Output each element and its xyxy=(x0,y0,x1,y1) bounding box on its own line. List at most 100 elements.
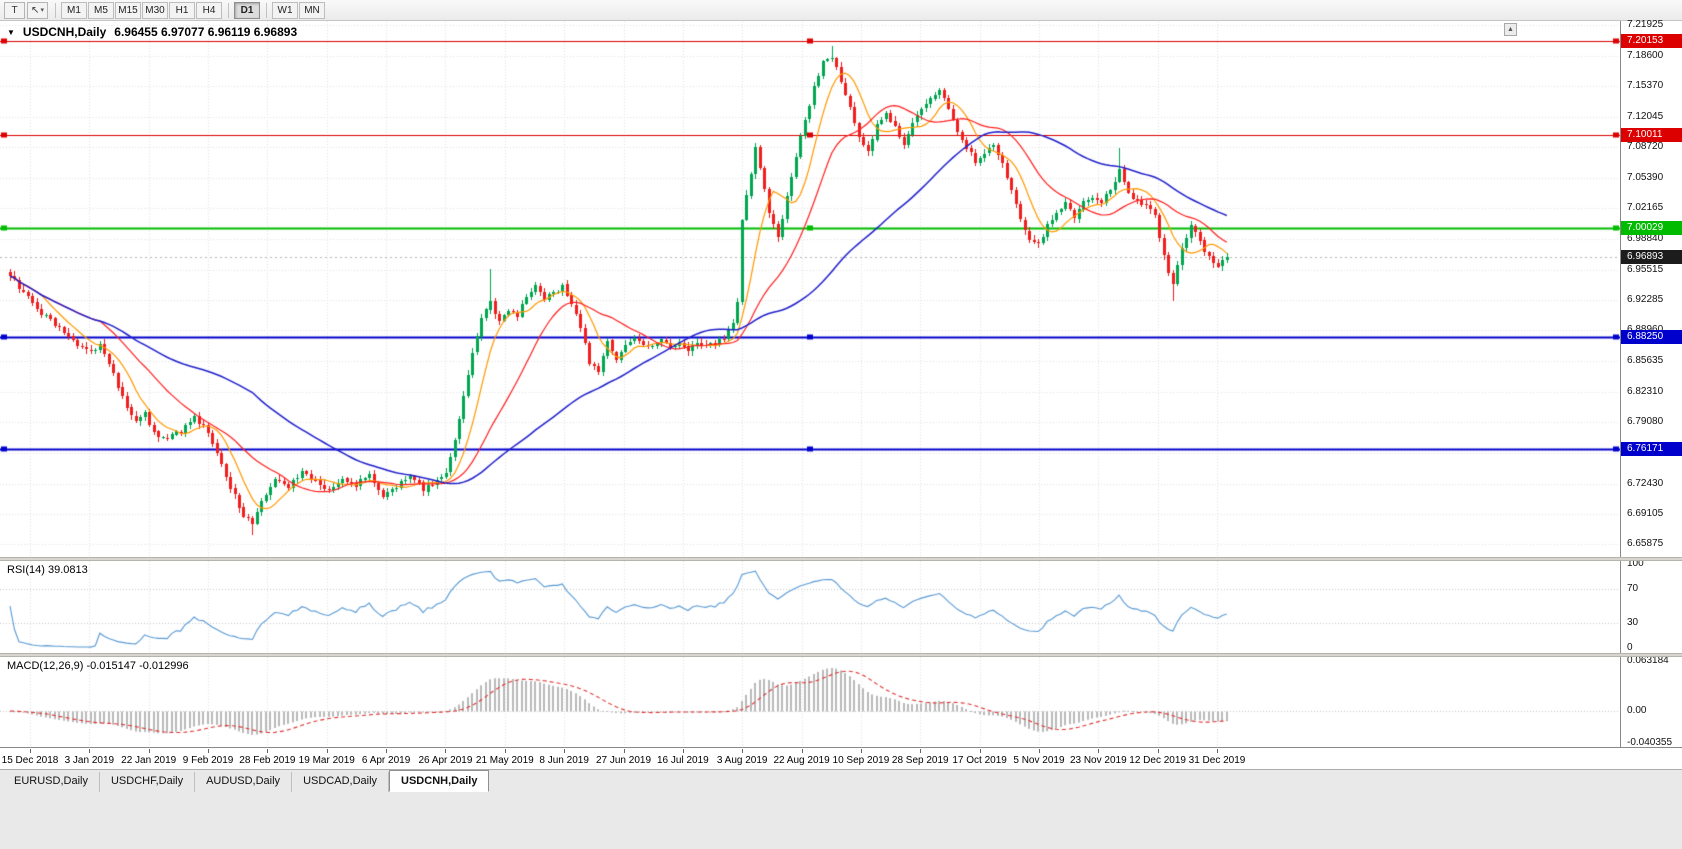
price-axis-label: 6.98840 xyxy=(1627,232,1664,244)
timeframe-button-w1[interactable]: W1 xyxy=(272,1,298,19)
rsi-axis-label: 30 xyxy=(1627,616,1639,628)
top-toolbar: T ↖ ▾ M1 M5 M15 M30 H1 H4 D1 W1 MN xyxy=(0,0,1682,21)
timeframe-button-h4[interactable]: H4 xyxy=(196,1,222,19)
date-axis-label: 22 Aug 2019 xyxy=(773,755,830,766)
date-axis-label: 15 Dec 2018 xyxy=(1,755,59,766)
price-axis-label: 6.92285 xyxy=(1627,293,1664,305)
macd-axis-label: -0.040355 xyxy=(1627,737,1673,748)
date-axis-tick xyxy=(1098,749,1100,753)
date-axis-tick xyxy=(1038,749,1040,753)
price-level-badge: 7.20153 xyxy=(1621,34,1682,49)
price-axis-label: 7.15370 xyxy=(1627,79,1664,91)
timeframe-button-d1[interactable]: D1 xyxy=(234,1,260,19)
chart-tab-eurusd[interactable]: EURUSD,Daily xyxy=(3,772,100,792)
date-axis-label: 28 Feb 2019 xyxy=(239,755,296,766)
date-axis-label: 26 Apr 2019 xyxy=(418,755,473,766)
panel-divider[interactable] xyxy=(0,653,1682,657)
date-axis-label: 16 Jul 2019 xyxy=(656,755,709,766)
rsi-axis-label: 70 xyxy=(1627,583,1639,595)
date-axis-label: 23 Nov 2019 xyxy=(1069,755,1127,766)
chart-ohlc-readout: 6.96455 6.97077 6.96119 6.96893 xyxy=(114,25,298,39)
toolbar-separator xyxy=(266,2,267,18)
macd-axis-label: 0.063184 xyxy=(1627,655,1669,666)
price-axis-label: 7.08720 xyxy=(1627,141,1664,153)
date-axis-tick xyxy=(1157,749,1159,753)
timeframe-button-h1[interactable]: H1 xyxy=(169,1,195,19)
cursor-tool-button[interactable]: ↖ ▾ xyxy=(27,1,48,19)
date-axis-tick xyxy=(801,749,803,753)
date-axis-tick xyxy=(504,749,506,753)
date-axis-tick xyxy=(682,749,684,753)
date-axis-tick xyxy=(920,749,922,753)
date-axis-tick xyxy=(267,749,269,753)
date-axis-tick xyxy=(208,749,210,753)
date-axis-label: 31 Dec 2019 xyxy=(1188,755,1246,766)
chart-tab-usdcnh[interactable]: USDCNH,Daily xyxy=(389,770,490,792)
date-axis-tick xyxy=(89,749,91,753)
price-axis-label: 6.82310 xyxy=(1627,386,1664,397)
timeframe-button-m5[interactable]: M5 xyxy=(88,1,114,19)
toolbar-separator xyxy=(228,2,229,18)
date-axis-tick xyxy=(860,749,862,753)
rsi-label: RSI(14) 39.0813 xyxy=(7,564,88,576)
date-axis-label: 5 Nov 2019 xyxy=(1013,755,1065,766)
chart-symbol-label: USDCNH,Daily xyxy=(22,25,107,39)
date-axis-tick xyxy=(979,749,981,753)
macd-indicator-pane[interactable] xyxy=(0,657,1620,747)
date-axis-tick xyxy=(326,749,328,753)
macd-label: MACD(12,26,9) -0.015147 -0.012996 xyxy=(7,660,189,672)
date-axis-label: 8 Jun 2019 xyxy=(539,755,589,766)
date-axis-label: 27 Jun 2019 xyxy=(595,755,652,766)
timeframe-button-m15[interactable]: M15 xyxy=(115,1,141,19)
date-axis-label: 10 Sep 2019 xyxy=(832,755,890,766)
price-axis-label: 6.85635 xyxy=(1627,355,1664,367)
date-axis-label: 17 Oct 2019 xyxy=(952,755,1007,766)
toolbar-separator xyxy=(55,2,56,18)
templates-button[interactable]: T xyxy=(4,1,25,19)
price-axis-label: 6.69105 xyxy=(1627,508,1664,520)
macd-axis-label: 0.00 xyxy=(1627,705,1647,717)
toolbar-icon-group: T ↖ ▾ xyxy=(4,1,50,19)
chart-scroll-up-button[interactable]: ▲ xyxy=(1504,23,1517,36)
template-icon: T xyxy=(11,4,18,16)
date-axis-tick xyxy=(445,749,447,753)
chart-window: ▼ USDCNH,Daily 6.96455 6.97077 6.96119 6… xyxy=(0,19,1682,769)
chart-tab-usdcad[interactable]: USDCAD,Daily xyxy=(292,772,390,792)
timeframe-button-m1[interactable]: M1 xyxy=(61,1,87,19)
chart-tab-usdchf[interactable]: USDCHF,Daily xyxy=(100,772,196,792)
timeframe-button-mn[interactable]: MN xyxy=(299,1,325,19)
date-axis-tick xyxy=(30,749,31,753)
cursor-icon: ↖ xyxy=(31,4,40,16)
chart-tab-audusd[interactable]: AUDUSD,Daily xyxy=(195,772,293,792)
rsi-axis-label: 0 xyxy=(1627,641,1633,653)
date-axis-label: 21 May 2019 xyxy=(475,755,534,766)
price-axis[interactable]: 7.21925 7.18600 7.15370 7.12045 7.08720 7.053… xyxy=(1620,19,1682,748)
timeframe-button-m30[interactable]: M30 xyxy=(142,1,168,19)
date-axis-tick xyxy=(564,749,566,753)
date-axis-label: 28 Sep 2019 xyxy=(891,755,949,766)
date-axis-label: 6 Apr 2019 xyxy=(361,755,411,766)
price-axis-label: 7.21925 xyxy=(1627,19,1664,31)
price-axis-label: 7.02165 xyxy=(1627,202,1664,214)
price-axis-label: 6.95515 xyxy=(1627,263,1664,275)
rsi-indicator-pane[interactable] xyxy=(0,561,1620,653)
timeframe-toolbar: M1 M5 M15 M30 H1 H4 D1 W1 MN xyxy=(61,1,326,19)
price-axis-label: 7.18600 xyxy=(1627,49,1664,61)
main-price-chart[interactable] xyxy=(0,21,1620,557)
date-axis-tick xyxy=(623,749,625,753)
chart-tab-bar: EURUSD,Daily USDCHF,Daily AUDUSD,Daily USDC… xyxy=(0,769,1682,792)
date-axis-tick xyxy=(1217,749,1218,753)
price-level-badge: 6.76171 xyxy=(1621,441,1682,456)
price-level-badge: 7.00029 xyxy=(1621,220,1682,235)
price-axis-label: 7.12045 xyxy=(1627,110,1664,122)
date-axis-label: 12 Dec 2019 xyxy=(1129,755,1186,766)
chart-title: ▼ USDCNH,Daily 6.96455 6.97077 6.96119 6… xyxy=(7,25,297,39)
date-axis-tick xyxy=(148,749,150,753)
time-axis[interactable]: 15 Dec 2018 3 Jan 2019 22 Jan 2019 9 Feb 20… xyxy=(0,747,1682,769)
panel-divider[interactable] xyxy=(0,557,1682,561)
price-axis-label: 6.72430 xyxy=(1627,477,1664,489)
collapse-triangle-icon[interactable]: ▼ xyxy=(7,27,15,37)
date-axis-label: 19 Mar 2019 xyxy=(298,755,355,766)
current-price-badge: 6.96893 xyxy=(1621,249,1682,264)
